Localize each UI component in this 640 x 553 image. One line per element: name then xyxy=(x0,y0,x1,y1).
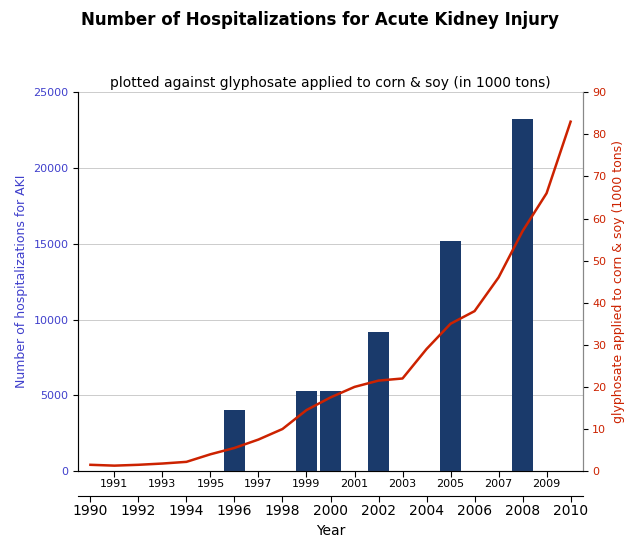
Y-axis label: Number of hospitalizations for AKI: Number of hospitalizations for AKI xyxy=(15,175,28,388)
Text: Number of Hospitalizations for Acute Kidney Injury: Number of Hospitalizations for Acute Kid… xyxy=(81,11,559,29)
Title: plotted against glyphosate applied to corn & soy (in 1000 tons): plotted against glyphosate applied to co… xyxy=(110,76,551,90)
Bar xyxy=(320,391,340,471)
X-axis label: Year: Year xyxy=(316,524,345,538)
Bar xyxy=(224,410,244,471)
Bar xyxy=(513,119,532,471)
Bar xyxy=(296,391,317,471)
Bar xyxy=(368,332,388,471)
Y-axis label: glyphosate applied to corn & soy (1000 tons): glyphosate applied to corn & soy (1000 t… xyxy=(612,140,625,423)
Bar xyxy=(440,241,461,471)
